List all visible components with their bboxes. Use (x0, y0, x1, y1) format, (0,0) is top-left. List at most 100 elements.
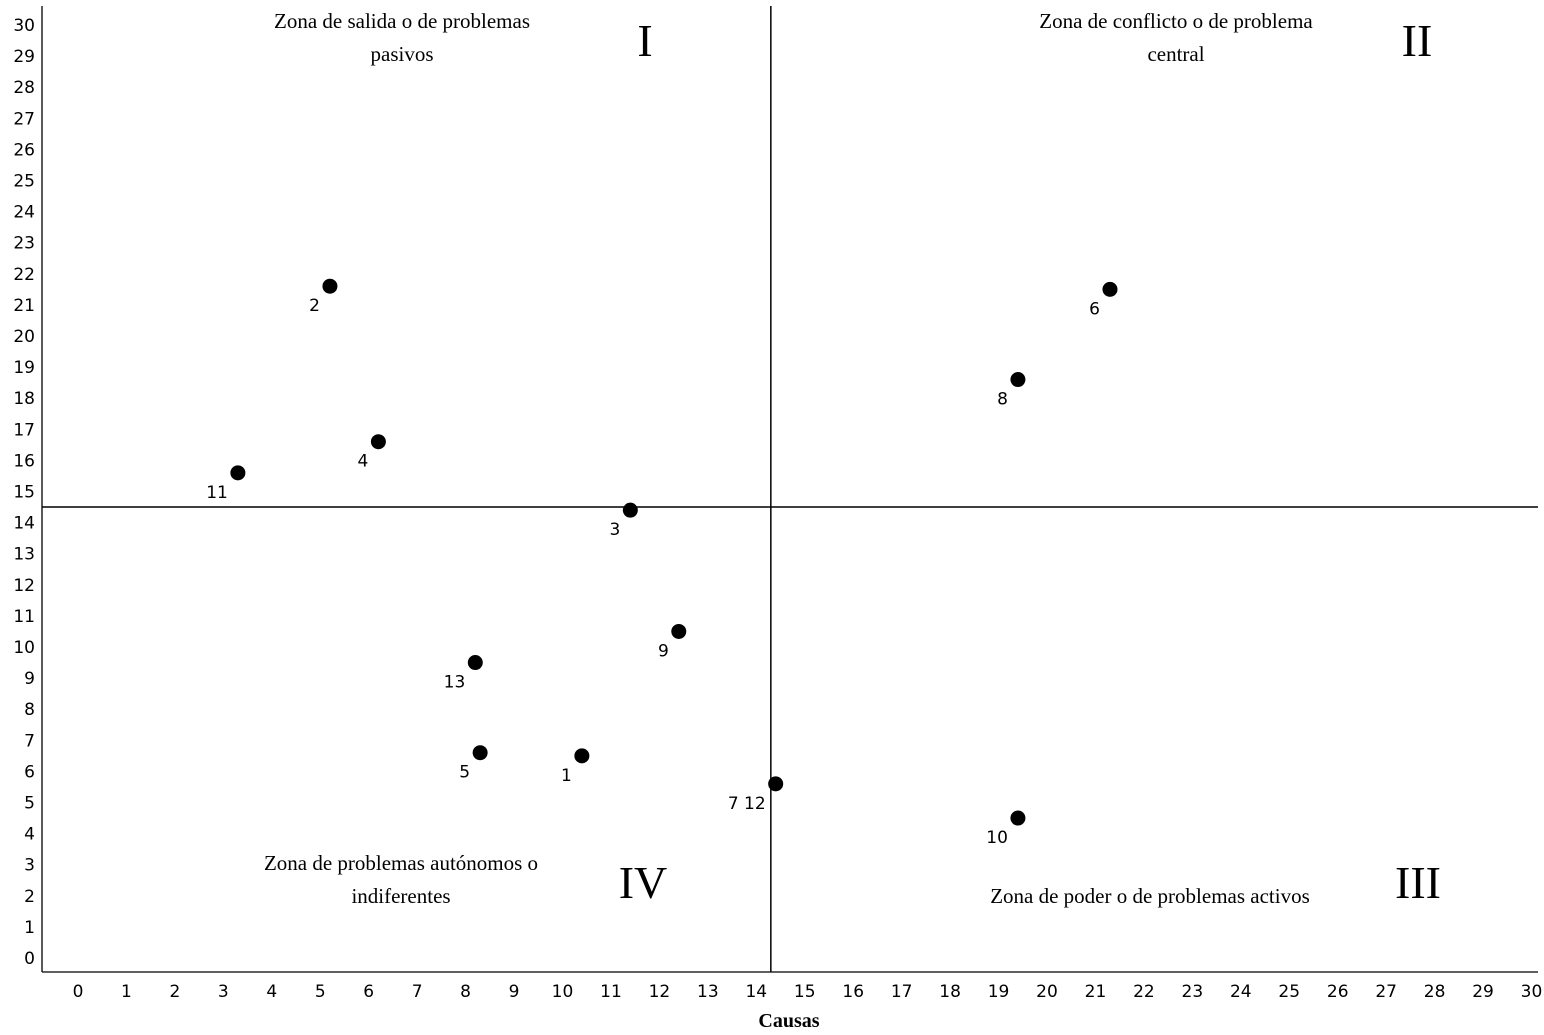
quadrant-description: Zona de conflicto o de problema (1039, 9, 1313, 33)
x-tick-label: 18 (939, 982, 961, 1002)
x-tick-label: 21 (1085, 982, 1107, 1002)
y-tick-label: 2 (24, 887, 35, 907)
x-tick-label: 12 (649, 982, 671, 1002)
axes (41, 6, 1538, 973)
point-group: 8 (997, 372, 1026, 410)
y-tick-label: 19 (13, 358, 35, 378)
x-tick-label: 1 (121, 982, 132, 1002)
x-tick-label: 26 (1327, 982, 1349, 1002)
point-label: 7 12 (728, 794, 766, 814)
x-tick-label: 24 (1230, 982, 1252, 1002)
y-tick-label: 12 (13, 576, 35, 596)
data-point (472, 745, 488, 761)
quadrant-iii: Zona de poder o de problemas activos III (990, 857, 1441, 908)
point-label: 8 (997, 390, 1008, 410)
point-group: 10 (986, 810, 1026, 848)
quadrant-description: indiferentes (351, 884, 450, 908)
y-tick-label: 13 (13, 545, 35, 565)
data-point (1010, 372, 1026, 388)
x-tick-label: 8 (460, 982, 471, 1002)
y-tick-label: 20 (13, 327, 35, 347)
x-tick-label: 22 (1133, 982, 1155, 1002)
quadrant-ii: Zona de conflicto o de problema central II (1039, 9, 1432, 66)
quadrant-numeral: III (1395, 857, 1441, 908)
x-tick-label: 13 (697, 982, 719, 1002)
y-tick-label: 9 (24, 669, 35, 689)
x-tick-label: 16 (842, 982, 864, 1002)
point-label: 11 (206, 483, 228, 503)
data-point (671, 623, 687, 639)
data-point (574, 748, 590, 764)
point-label: 1 (561, 766, 572, 786)
point-group: 1 (561, 748, 590, 786)
x-tick-label: 27 (1375, 982, 1397, 1002)
x-tick-label: 11 (600, 982, 622, 1002)
data-point (622, 502, 638, 518)
point-group: 6 (1089, 281, 1118, 319)
point-label: 4 (358, 452, 369, 472)
y-tick-label: 11 (13, 607, 35, 627)
y-tick-label: 24 (13, 203, 35, 223)
data-point (467, 655, 483, 671)
quadrant-dividers (42, 6, 1538, 972)
data-point (768, 776, 784, 792)
quadrant-numeral: IV (619, 857, 668, 908)
x-tick-label: 5 (315, 982, 326, 1002)
quadrant-numeral: II (1402, 15, 1433, 66)
y-tick-label: 16 (13, 451, 35, 471)
point-label: 9 (658, 641, 669, 661)
x-tick-label: 30 (1521, 982, 1543, 1002)
point-group: 4 (358, 434, 386, 472)
quadrant-numeral: I (637, 15, 652, 66)
point-group: 2 (309, 278, 338, 316)
quadrant-description: Zona de problemas autónomos o (264, 851, 538, 875)
point-group: 11 (206, 465, 246, 503)
point-group: 9 (658, 623, 687, 661)
x-tick-label: 6 (363, 982, 374, 1002)
y-tick-label: 6 (24, 762, 35, 782)
y-tick-label: 15 (13, 483, 35, 503)
y-tick-label: 22 (13, 265, 35, 285)
quadrant-description: central (1147, 42, 1204, 66)
y-axis-ticks: 0123456789101112131415161718192021222324… (13, 16, 35, 969)
x-tick-label: 28 (1424, 982, 1446, 1002)
x-axis-label: Causas (758, 1010, 819, 1032)
point-label: 5 (459, 763, 470, 783)
y-tick-label: 28 (13, 78, 35, 98)
quadrant-description: Zona de salida o de problemas (274, 9, 530, 33)
x-tick-label: 3 (218, 982, 229, 1002)
x-tick-label: 19 (988, 982, 1010, 1002)
x-tick-label: 10 (552, 982, 574, 1002)
point-group: 5 (459, 745, 488, 783)
y-tick-label: 5 (24, 794, 35, 814)
x-tick-label: 23 (1182, 982, 1204, 1002)
x-tick-label: 15 (794, 982, 816, 1002)
y-tick-label: 23 (13, 234, 35, 254)
quadrant-i: Zona de salida o de problemas pasivos I (274, 9, 653, 66)
y-tick-label: 17 (13, 420, 35, 440)
y-tick-label: 25 (13, 172, 35, 192)
x-tick-label: 17 (891, 982, 913, 1002)
data-point (322, 278, 338, 294)
x-tick-label: 4 (266, 982, 277, 1002)
point-group: 7 12 (728, 776, 784, 814)
quadrant-iv: Zona de problemas autónomos o indiferente… (264, 851, 667, 908)
point-label: 13 (444, 673, 466, 693)
y-tick-label: 7 (24, 731, 35, 751)
y-tick-label: 3 (24, 856, 35, 876)
x-tick-label: 9 (509, 982, 520, 1002)
y-tick-label: 30 (13, 16, 35, 36)
x-tick-label: 0 (73, 982, 84, 1002)
x-tick-label: 20 (1036, 982, 1058, 1002)
x-tick-label: 29 (1472, 982, 1494, 1002)
point-label: 6 (1089, 299, 1100, 319)
point-label: 3 (610, 520, 621, 540)
x-tick-label: 2 (169, 982, 180, 1002)
y-tick-label: 18 (13, 389, 35, 409)
data-points: 1 2 3 4 5 6 7 12 8 9 10 11 13 (206, 278, 1118, 848)
y-tick-label: 1 (24, 918, 35, 938)
data-point (370, 434, 386, 450)
x-axis-ticks: 0 1 2 3 4 5 6 7 8 9 10 11 12 13 14 15 16 17 18 19 20 21 22 23 24… (73, 982, 1543, 1002)
